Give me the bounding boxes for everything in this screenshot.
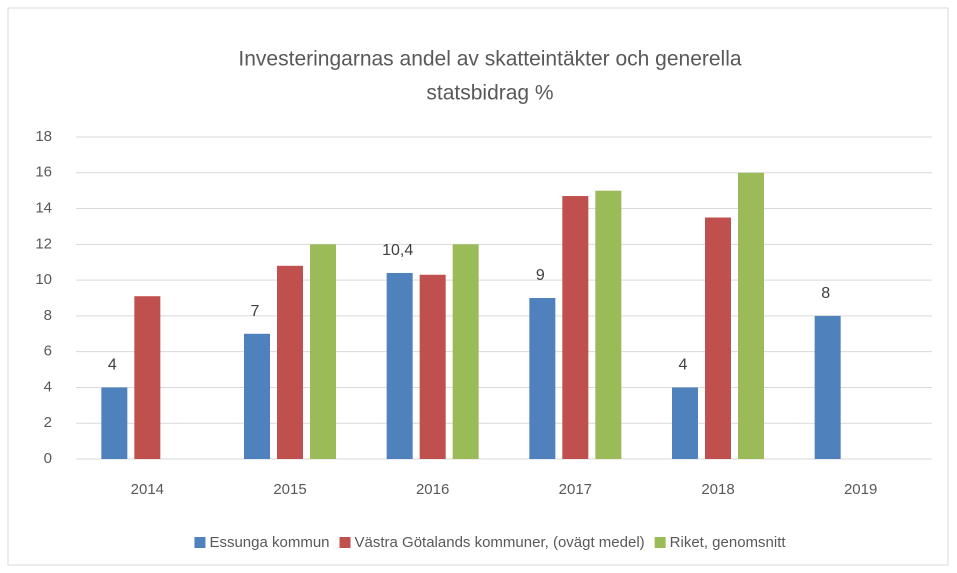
y-tick-label: 10 xyxy=(35,271,52,288)
data-label: 9 xyxy=(536,267,545,284)
bar xyxy=(310,244,336,459)
bar xyxy=(419,274,446,459)
y-tick-label: 18 xyxy=(35,128,52,145)
bar xyxy=(101,387,128,459)
data-label: 4 xyxy=(108,357,117,374)
legend-swatch xyxy=(654,537,666,548)
legend-label: Riket, genomsnitt xyxy=(670,534,787,551)
x-tick-label: 2016 xyxy=(416,481,449,498)
y-tick-label: 6 xyxy=(44,343,52,360)
x-tick-label: 2017 xyxy=(559,481,592,498)
bar xyxy=(562,196,589,460)
data-label: 4 xyxy=(679,357,688,374)
legend-swatch xyxy=(339,537,351,548)
chart-title: statsbidrag % xyxy=(426,82,553,105)
y-tick-label: 16 xyxy=(35,164,52,181)
y-tick-label: 2 xyxy=(44,414,52,431)
y-tick-label: 0 xyxy=(44,450,52,467)
data-label: 7 xyxy=(251,303,260,320)
x-tick-label: 2015 xyxy=(273,481,306,498)
data-label: 10,4 xyxy=(382,242,413,259)
y-tick-label: 8 xyxy=(44,307,52,324)
bar xyxy=(814,315,841,459)
bar xyxy=(134,296,161,459)
bar xyxy=(672,387,698,459)
bar xyxy=(738,172,764,459)
chart-title: Investeringarnas andel av skatteintäkter… xyxy=(238,48,741,71)
bar xyxy=(386,272,413,459)
bar xyxy=(244,333,270,459)
legend-label: Essunga kommun xyxy=(209,534,329,551)
y-tick-label: 14 xyxy=(35,200,52,217)
bar xyxy=(529,298,556,459)
x-tick-label: 2019 xyxy=(844,481,877,498)
y-tick-label: 4 xyxy=(44,378,52,395)
y-tick-label: 12 xyxy=(35,235,52,252)
x-tick-label: 2018 xyxy=(701,481,734,498)
legend-label: Västra Götalands kommuner, (ovägt medel) xyxy=(355,534,645,551)
bar xyxy=(452,244,479,459)
bar xyxy=(277,265,303,459)
x-tick-label: 2014 xyxy=(131,481,164,498)
legend-swatch xyxy=(194,537,206,548)
bar xyxy=(705,217,731,459)
data-label: 8 xyxy=(821,285,830,302)
bar xyxy=(595,190,622,459)
